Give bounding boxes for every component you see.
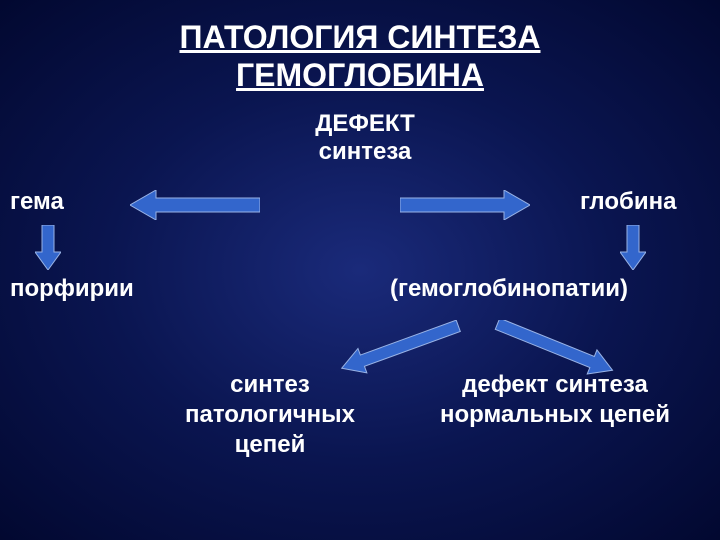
arrow-to-globina [400, 190, 530, 220]
node-gema: гема [10, 188, 64, 216]
title-line2: ГЕМОГЛОБИНА [0, 56, 720, 94]
node-porfirii: порфирии [10, 275, 134, 303]
node-ds-l2: нормальных цепей [430, 400, 680, 430]
node-defect: ДЕФЕКТ синтеза [280, 110, 450, 166]
arrow-to-gema [130, 190, 260, 220]
title-line1: ПАТОЛОГИЯ СИНТЕЗА [0, 18, 720, 56]
node-defect-l2: синтеза [280, 138, 450, 166]
node-globina: глобина [580, 188, 676, 216]
arrow-split-left [335, 320, 465, 375]
arrow-globina-down [620, 225, 646, 270]
node-defect-sintez: дефект синтеза нормальных цепей [430, 370, 680, 430]
node-sintez: синтез патологичных цепей [175, 370, 365, 460]
arrow-gema-down [35, 225, 61, 270]
node-defect-l1: ДЕФЕКТ [280, 110, 450, 138]
node-sintez-l2: патологичных [175, 400, 365, 430]
slide-title: ПАТОЛОГИЯ СИНТЕЗА ГЕМОГЛОБИНА [0, 0, 720, 95]
node-sintez-l3: цепей [175, 430, 365, 460]
node-gemoglobin: (гемоглобинопатии) [390, 275, 628, 303]
arrow-split-right [490, 320, 620, 375]
